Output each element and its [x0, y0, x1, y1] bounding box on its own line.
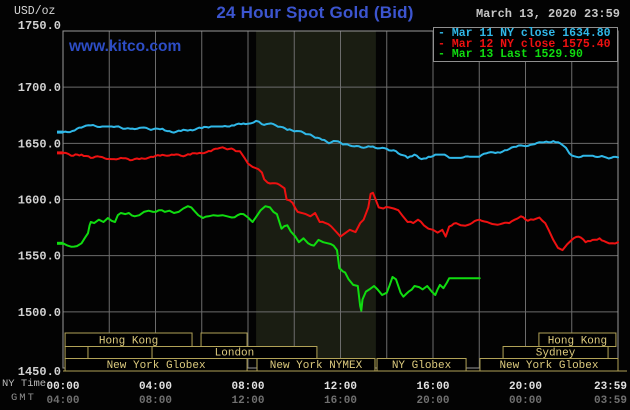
x-axis-gmt-label: GMT: [11, 392, 36, 404]
y-tick-label: 1550.0: [18, 250, 61, 264]
y-tick-label: 1500.0: [18, 306, 61, 320]
session-label: New York Globex: [107, 360, 206, 372]
series-line-mar-12: [62, 146, 619, 252]
session-label: London: [215, 348, 255, 360]
session-label: NY Globex: [392, 360, 452, 372]
x-tick-label-ny: 20:00: [509, 381, 542, 393]
session-box: [200, 332, 248, 347]
legend-dash-icon: -: [438, 37, 452, 51]
x-tick-label-gmt: 03:59: [594, 395, 627, 407]
legend-item: - Mar 12 NY close 1575.40: [438, 37, 617, 51]
y-tick-label: 1750.0: [18, 19, 61, 33]
x-tick-label-ny: 00:00: [46, 381, 79, 393]
x-tick-label-ny: 04:00: [139, 381, 172, 393]
series-line-mar-13: [62, 205, 481, 312]
session-label: Sydney: [536, 348, 576, 360]
y-tick-label: 1600.0: [18, 194, 61, 208]
x-tick-label-gmt: 12:00: [231, 395, 264, 407]
session-label: New York Globex: [499, 360, 598, 372]
y-tick-label: 1700.0: [18, 81, 61, 95]
legend-dash-icon: -: [438, 48, 452, 61]
session-label: Hong Kong: [548, 336, 607, 348]
x-tick-label-ny: 16:00: [416, 381, 449, 393]
y-tick-label: 1650.0: [18, 137, 61, 151]
legend-text: Mar 11 NY close 1634.80: [451, 27, 611, 40]
session-label: New York NYMEX: [270, 360, 363, 372]
y-tick-label: 1450.0: [18, 365, 61, 379]
kitco-watermark: www.kitco.com: [69, 38, 182, 55]
x-tick-label-ny: 08:00: [231, 381, 264, 393]
session-label: Hong Kong: [99, 336, 158, 348]
x-axis-nytime-label: NY Time: [2, 378, 47, 390]
x-tick-label-gmt: 00:00: [509, 395, 542, 407]
x-tick-label-ny: 12:00: [324, 381, 357, 393]
session-box: [87, 346, 153, 359]
page-title: 24 Hour Spot Gold (Bid): [216, 3, 414, 22]
y-axis-units-label: USD/oz: [14, 5, 56, 18]
series-line-mar-11: [62, 119, 619, 161]
legend-dash-icon: -: [438, 27, 452, 40]
x-tick-label-gmt: 04:00: [46, 395, 79, 407]
legend-text: Mar 12 NY close 1575.40: [451, 37, 611, 51]
chart-datetime: March 13, 2020 23:59: [475, 7, 620, 21]
legend-box: - Mar 11 NY close 1634.80- Mar 12 NY clo…: [433, 27, 618, 62]
x-tick-label-ny: 23:59: [594, 381, 627, 393]
session-box: [64, 346, 89, 359]
legend-item: - Mar 11 NY close 1634.80: [438, 27, 617, 40]
x-tick-label-gmt: 08:00: [139, 395, 172, 407]
legend-text: Mar 13 Last 1529.90: [451, 48, 583, 61]
x-tick-label-gmt: 20:00: [416, 395, 449, 407]
legend-item: - Mar 13 Last 1529.90: [438, 48, 617, 61]
x-tick-label-gmt: 16:00: [324, 395, 357, 407]
